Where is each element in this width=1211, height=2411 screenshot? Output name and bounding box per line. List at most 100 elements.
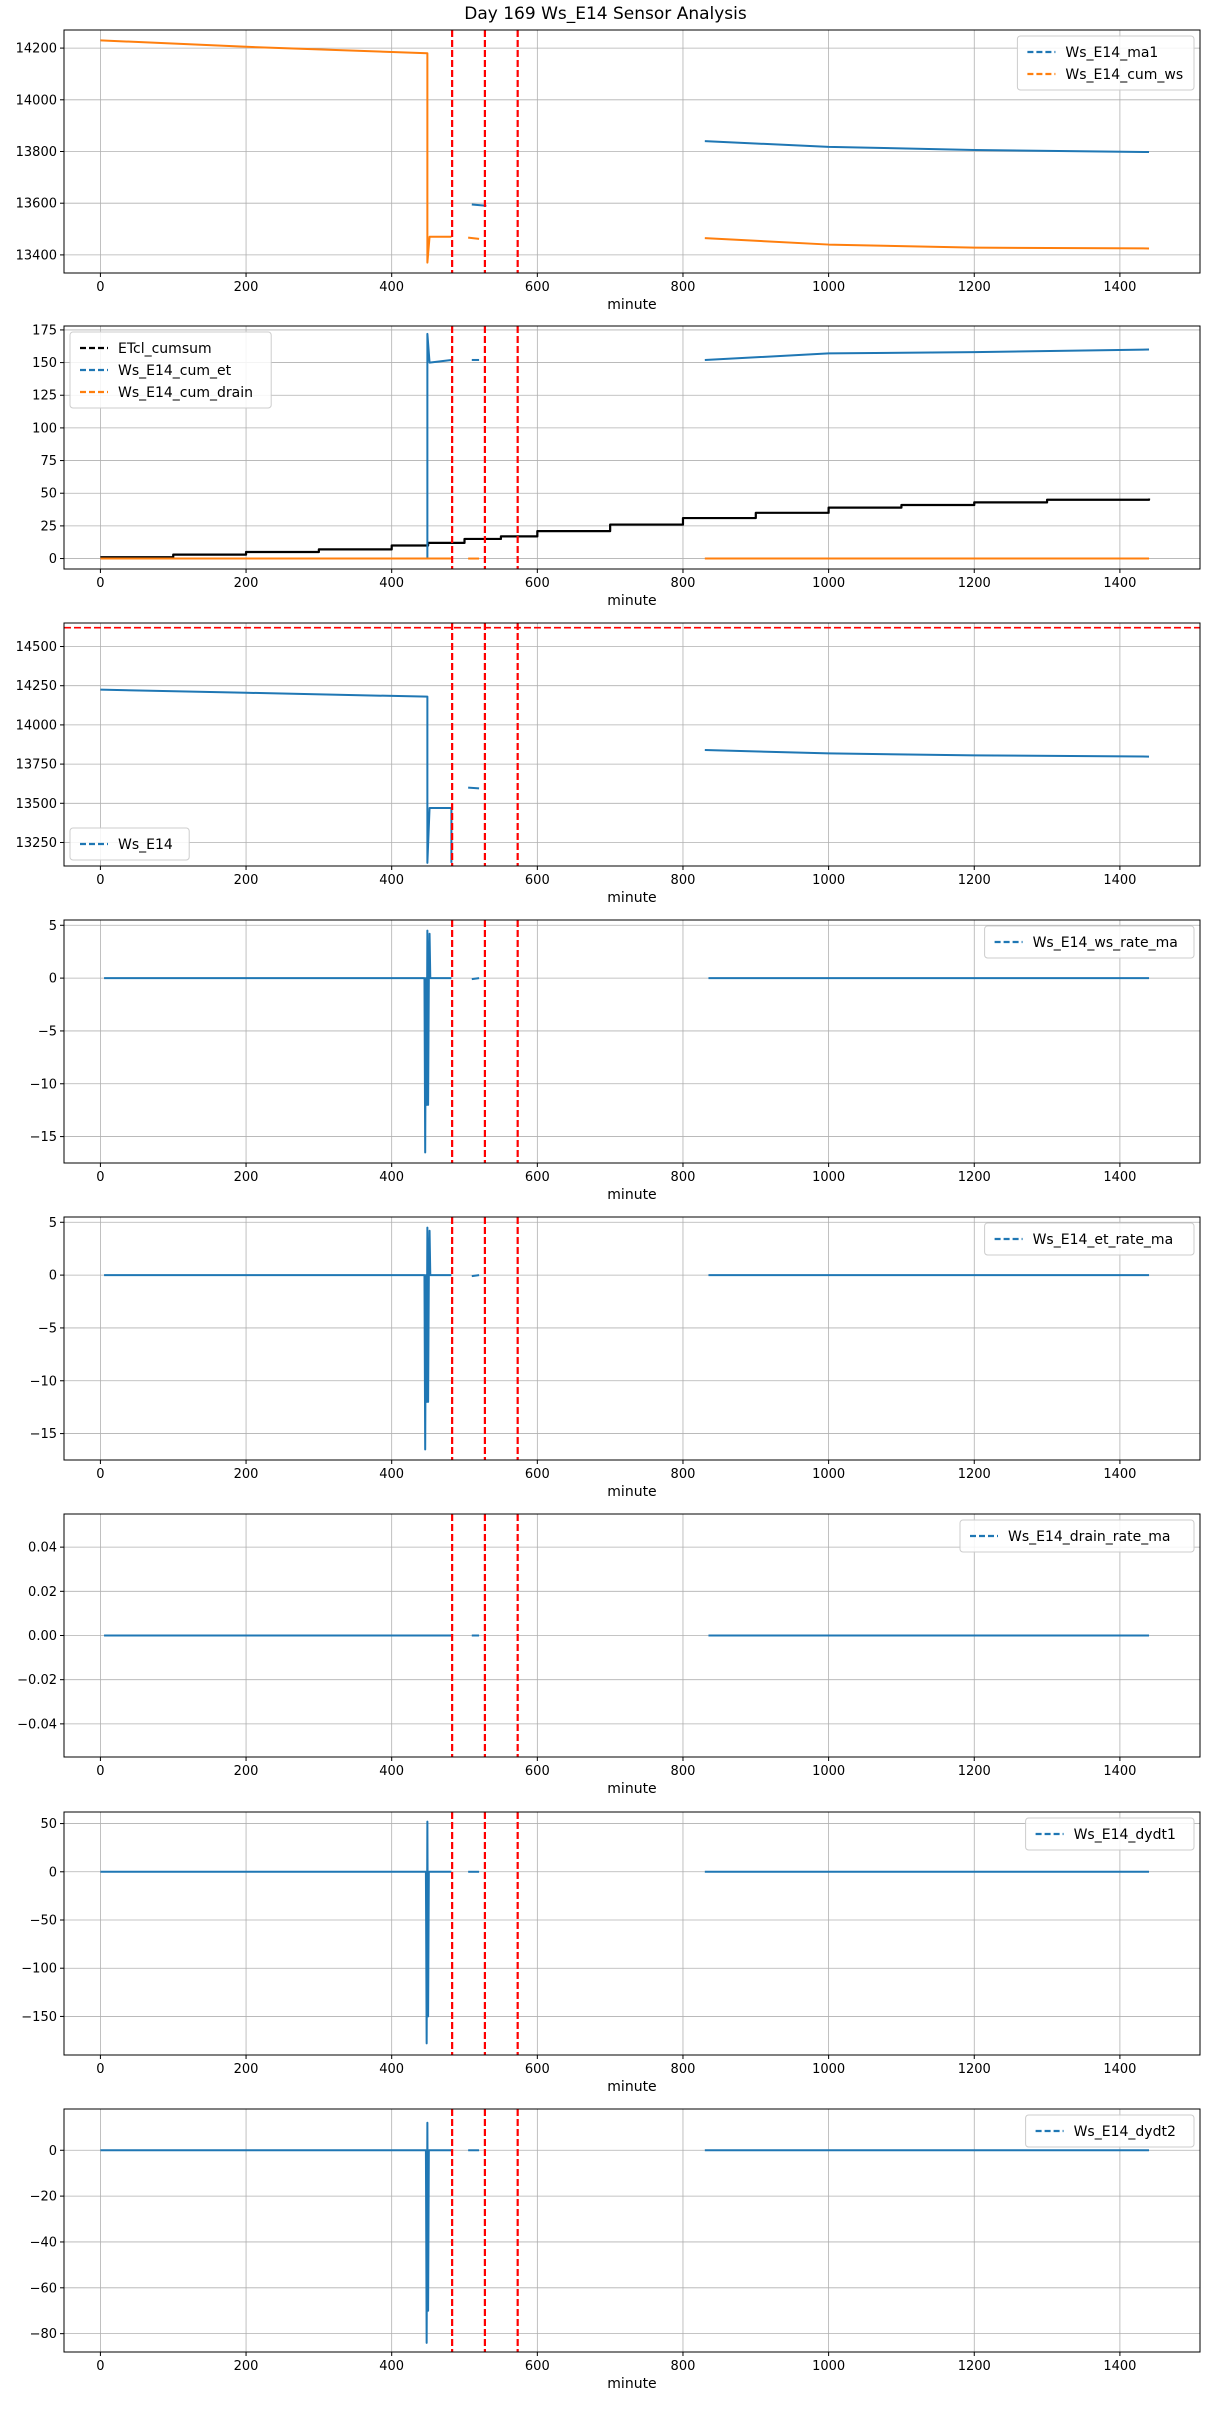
y-tick-label: 50 bbox=[40, 487, 57, 502]
series-line-ws_e14_cum_ws bbox=[704, 237, 1150, 250]
y-tick-label: 0 bbox=[49, 552, 57, 567]
y-tick-label: 150 bbox=[32, 356, 57, 371]
x-tick-label: 400 bbox=[379, 280, 404, 295]
series-line-ws_e14_cum_ws bbox=[100, 39, 452, 264]
x-tick-label: 1200 bbox=[958, 576, 991, 591]
x-tick-label: 800 bbox=[671, 2062, 696, 2077]
y-tick-label: −100 bbox=[21, 1962, 57, 1977]
plot-area bbox=[100, 326, 1151, 569]
x-tick-label: 1400 bbox=[1103, 1170, 1136, 1185]
legend: Ws_E14_drain_rate_ma bbox=[959, 1519, 1195, 1553]
y-tick-label: 14200 bbox=[16, 42, 57, 57]
y-tick-label: −10 bbox=[30, 1374, 57, 1389]
legend-label: Ws_E14_dydt2 bbox=[1074, 2124, 1176, 2140]
legend-label: Ws_E14_ws_rate_ma bbox=[1033, 935, 1178, 951]
x-axis-label: minute bbox=[607, 890, 656, 906]
chart-5: 0 200 400 600 800 1000 1200 1400 5 0 −5 −10 −15 minut… bbox=[30, 1216, 1201, 1500]
legend-label: Ws_E14_drain_rate_ma bbox=[1008, 1529, 1170, 1545]
x-tick-label: 800 bbox=[671, 873, 696, 888]
x-tick-label: 400 bbox=[379, 2062, 404, 2077]
x-tick-label: 0 bbox=[96, 2062, 104, 2077]
legend-box bbox=[1025, 2114, 1195, 2148]
x-tick-label: 1400 bbox=[1103, 2062, 1136, 2077]
y-tick-label: 5 bbox=[49, 1216, 57, 1231]
x-axis-label: minute bbox=[607, 1187, 656, 1203]
plot-area bbox=[104, 1217, 1150, 1460]
x-tick-label: 200 bbox=[234, 1764, 259, 1779]
y-tick-label: 5 bbox=[49, 919, 57, 934]
axes-frame bbox=[63, 622, 1201, 867]
chart-1: 0 200 400 600 800 1000 1200 1400 13400 13600 13800… bbox=[16, 29, 1201, 313]
x-tick-label: 200 bbox=[234, 873, 259, 888]
legend-label: Ws_E14_cum_et bbox=[118, 363, 232, 379]
x-tick-label: 1000 bbox=[812, 1764, 845, 1779]
x-tick-label: 1000 bbox=[812, 1170, 845, 1185]
legend: Ws_E14_dydt1 bbox=[1025, 1817, 1195, 1851]
series-line-ws_e14 bbox=[704, 748, 1150, 758]
x-tick-label: 1400 bbox=[1103, 576, 1136, 591]
legend-box bbox=[69, 331, 272, 409]
y-tick-label: 0 bbox=[49, 972, 57, 987]
legend: Ws_E14 bbox=[69, 827, 190, 861]
y-tick-label: 50 bbox=[40, 1817, 57, 1832]
plot-area bbox=[100, 2109, 1150, 2352]
x-tick-label: 200 bbox=[234, 1170, 259, 1185]
x-tick-label: 600 bbox=[525, 1764, 550, 1779]
x-axis-label: minute bbox=[607, 593, 656, 609]
y-tick-label: −80 bbox=[30, 2327, 57, 2342]
x-tick-label: 1000 bbox=[812, 576, 845, 591]
y-tick-label: 125 bbox=[32, 389, 57, 404]
x-tick-label: 1000 bbox=[812, 1467, 845, 1482]
series-line-ws_e14 bbox=[468, 786, 480, 790]
y-tick-label: 13500 bbox=[16, 797, 57, 812]
y-tick-label: 13750 bbox=[16, 758, 57, 773]
x-tick-label: 0 bbox=[96, 1467, 104, 1482]
x-axis-label: minute bbox=[607, 2079, 656, 2095]
legend-label: Ws_E14_cum_ws bbox=[1065, 67, 1183, 83]
series-line-etcl_cumsum bbox=[100, 498, 1151, 559]
x-tick-label: 800 bbox=[671, 280, 696, 295]
x-tick-label: 800 bbox=[671, 1170, 696, 1185]
legend-label: Ws_E14_cum_drain bbox=[118, 385, 253, 401]
x-axis-label: minute bbox=[607, 1781, 656, 1797]
x-tick-label: 0 bbox=[96, 576, 104, 591]
x-tick-label: 1000 bbox=[812, 873, 845, 888]
x-tick-label: 200 bbox=[234, 576, 259, 591]
y-tick-label: 14000 bbox=[16, 93, 57, 108]
axes-frame bbox=[63, 1811, 1201, 2056]
x-tick-label: 0 bbox=[96, 2359, 104, 2374]
x-tick-label: 400 bbox=[379, 2359, 404, 2374]
y-tick-label: −5 bbox=[38, 1321, 57, 1336]
x-tick-label: 800 bbox=[671, 1764, 696, 1779]
y-tick-label: 13250 bbox=[16, 836, 57, 851]
x-tick-label: 1400 bbox=[1103, 873, 1136, 888]
x-tick-label: 600 bbox=[525, 2359, 550, 2374]
legend-box bbox=[1025, 1817, 1195, 1851]
y-tick-label: −60 bbox=[30, 2281, 57, 2296]
y-tick-label: −5 bbox=[38, 1024, 57, 1039]
y-tick-label: 14500 bbox=[16, 640, 57, 655]
x-tick-label: 0 bbox=[96, 873, 104, 888]
axes-frame bbox=[63, 1216, 1201, 1461]
y-tick-label: 75 bbox=[40, 454, 57, 469]
x-tick-label: 1400 bbox=[1103, 1764, 1136, 1779]
y-tick-label: −50 bbox=[30, 1914, 57, 1929]
y-tick-label: 0 bbox=[49, 2144, 57, 2159]
x-axis-label: minute bbox=[607, 2376, 656, 2392]
legend-label: Ws_E14_dydt1 bbox=[1074, 1827, 1176, 1843]
x-tick-label: 600 bbox=[525, 576, 550, 591]
x-tick-label: 400 bbox=[379, 1467, 404, 1482]
x-tick-label: 1000 bbox=[812, 280, 845, 295]
y-tick-label: −20 bbox=[30, 2190, 57, 2205]
x-tick-label: 600 bbox=[525, 873, 550, 888]
x-tick-label: 1200 bbox=[958, 1467, 991, 1482]
x-tick-label: 800 bbox=[671, 576, 696, 591]
series-line-ws_e14_cum_et bbox=[704, 348, 1150, 361]
y-tick-label: −0.04 bbox=[17, 1717, 57, 1732]
axes-frame bbox=[63, 2108, 1201, 2353]
y-tick-label: −15 bbox=[30, 1130, 57, 1145]
x-tick-label: 400 bbox=[379, 1170, 404, 1185]
x-axis-label: minute bbox=[607, 297, 656, 313]
x-tick-label: 1400 bbox=[1103, 2359, 1136, 2374]
